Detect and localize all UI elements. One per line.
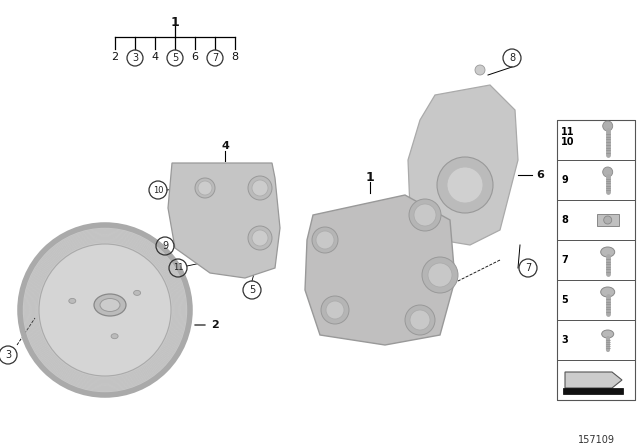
Circle shape	[428, 263, 452, 287]
Text: 1: 1	[171, 16, 179, 29]
Text: 11: 11	[173, 263, 183, 272]
Polygon shape	[168, 163, 280, 278]
Circle shape	[604, 216, 612, 224]
Text: 8: 8	[232, 52, 239, 62]
Circle shape	[326, 301, 344, 319]
Text: 2: 2	[211, 320, 219, 330]
Circle shape	[195, 178, 215, 198]
Circle shape	[252, 180, 268, 196]
Circle shape	[316, 231, 334, 249]
Circle shape	[409, 199, 441, 231]
Bar	[557, 240, 635, 280]
Text: 3: 3	[561, 335, 568, 345]
Bar	[563, 388, 623, 394]
Bar	[557, 200, 635, 240]
Text: 2: 2	[111, 52, 118, 62]
Text: 157109: 157109	[577, 435, 614, 445]
Circle shape	[410, 310, 430, 330]
Text: 6: 6	[536, 170, 544, 180]
Bar	[557, 360, 635, 400]
Text: 7: 7	[525, 263, 531, 273]
Bar	[557, 120, 635, 160]
Circle shape	[198, 181, 212, 195]
Text: 5: 5	[561, 295, 568, 305]
Polygon shape	[408, 85, 518, 245]
Ellipse shape	[68, 298, 76, 303]
Text: 3: 3	[5, 350, 11, 360]
Ellipse shape	[601, 247, 614, 257]
Polygon shape	[565, 372, 622, 388]
Circle shape	[603, 167, 612, 177]
Bar	[596, 214, 619, 226]
Circle shape	[20, 225, 190, 395]
Text: 7: 7	[561, 255, 568, 265]
Text: 3: 3	[132, 53, 138, 63]
Ellipse shape	[134, 290, 141, 295]
Text: 9: 9	[561, 175, 568, 185]
Text: 1: 1	[365, 171, 374, 184]
Circle shape	[475, 65, 485, 75]
Bar	[557, 120, 635, 400]
Text: 4: 4	[221, 141, 229, 151]
Circle shape	[312, 227, 338, 253]
Bar	[557, 280, 635, 320]
Bar	[557, 160, 635, 200]
Circle shape	[414, 204, 436, 226]
Ellipse shape	[602, 330, 614, 338]
Circle shape	[422, 257, 458, 293]
Circle shape	[248, 226, 272, 250]
Text: 11: 11	[561, 127, 575, 137]
Text: 4: 4	[152, 52, 159, 62]
Text: 8: 8	[561, 215, 568, 225]
Text: 6: 6	[191, 52, 198, 62]
Text: 10: 10	[561, 137, 575, 147]
Circle shape	[252, 230, 268, 246]
Text: 7: 7	[212, 53, 218, 63]
Circle shape	[437, 157, 493, 213]
Circle shape	[39, 244, 171, 376]
Polygon shape	[305, 195, 455, 345]
Ellipse shape	[94, 294, 126, 316]
Text: 5: 5	[249, 285, 255, 295]
Circle shape	[447, 167, 483, 203]
Ellipse shape	[111, 334, 118, 339]
Circle shape	[321, 296, 349, 324]
Circle shape	[603, 121, 612, 131]
Text: 9: 9	[162, 241, 168, 251]
Ellipse shape	[601, 287, 614, 297]
Circle shape	[248, 176, 272, 200]
Bar	[557, 320, 635, 360]
Ellipse shape	[100, 298, 120, 311]
Text: 8: 8	[509, 53, 515, 63]
Circle shape	[405, 305, 435, 335]
Text: 10: 10	[153, 185, 163, 194]
Text: 5: 5	[172, 53, 178, 63]
